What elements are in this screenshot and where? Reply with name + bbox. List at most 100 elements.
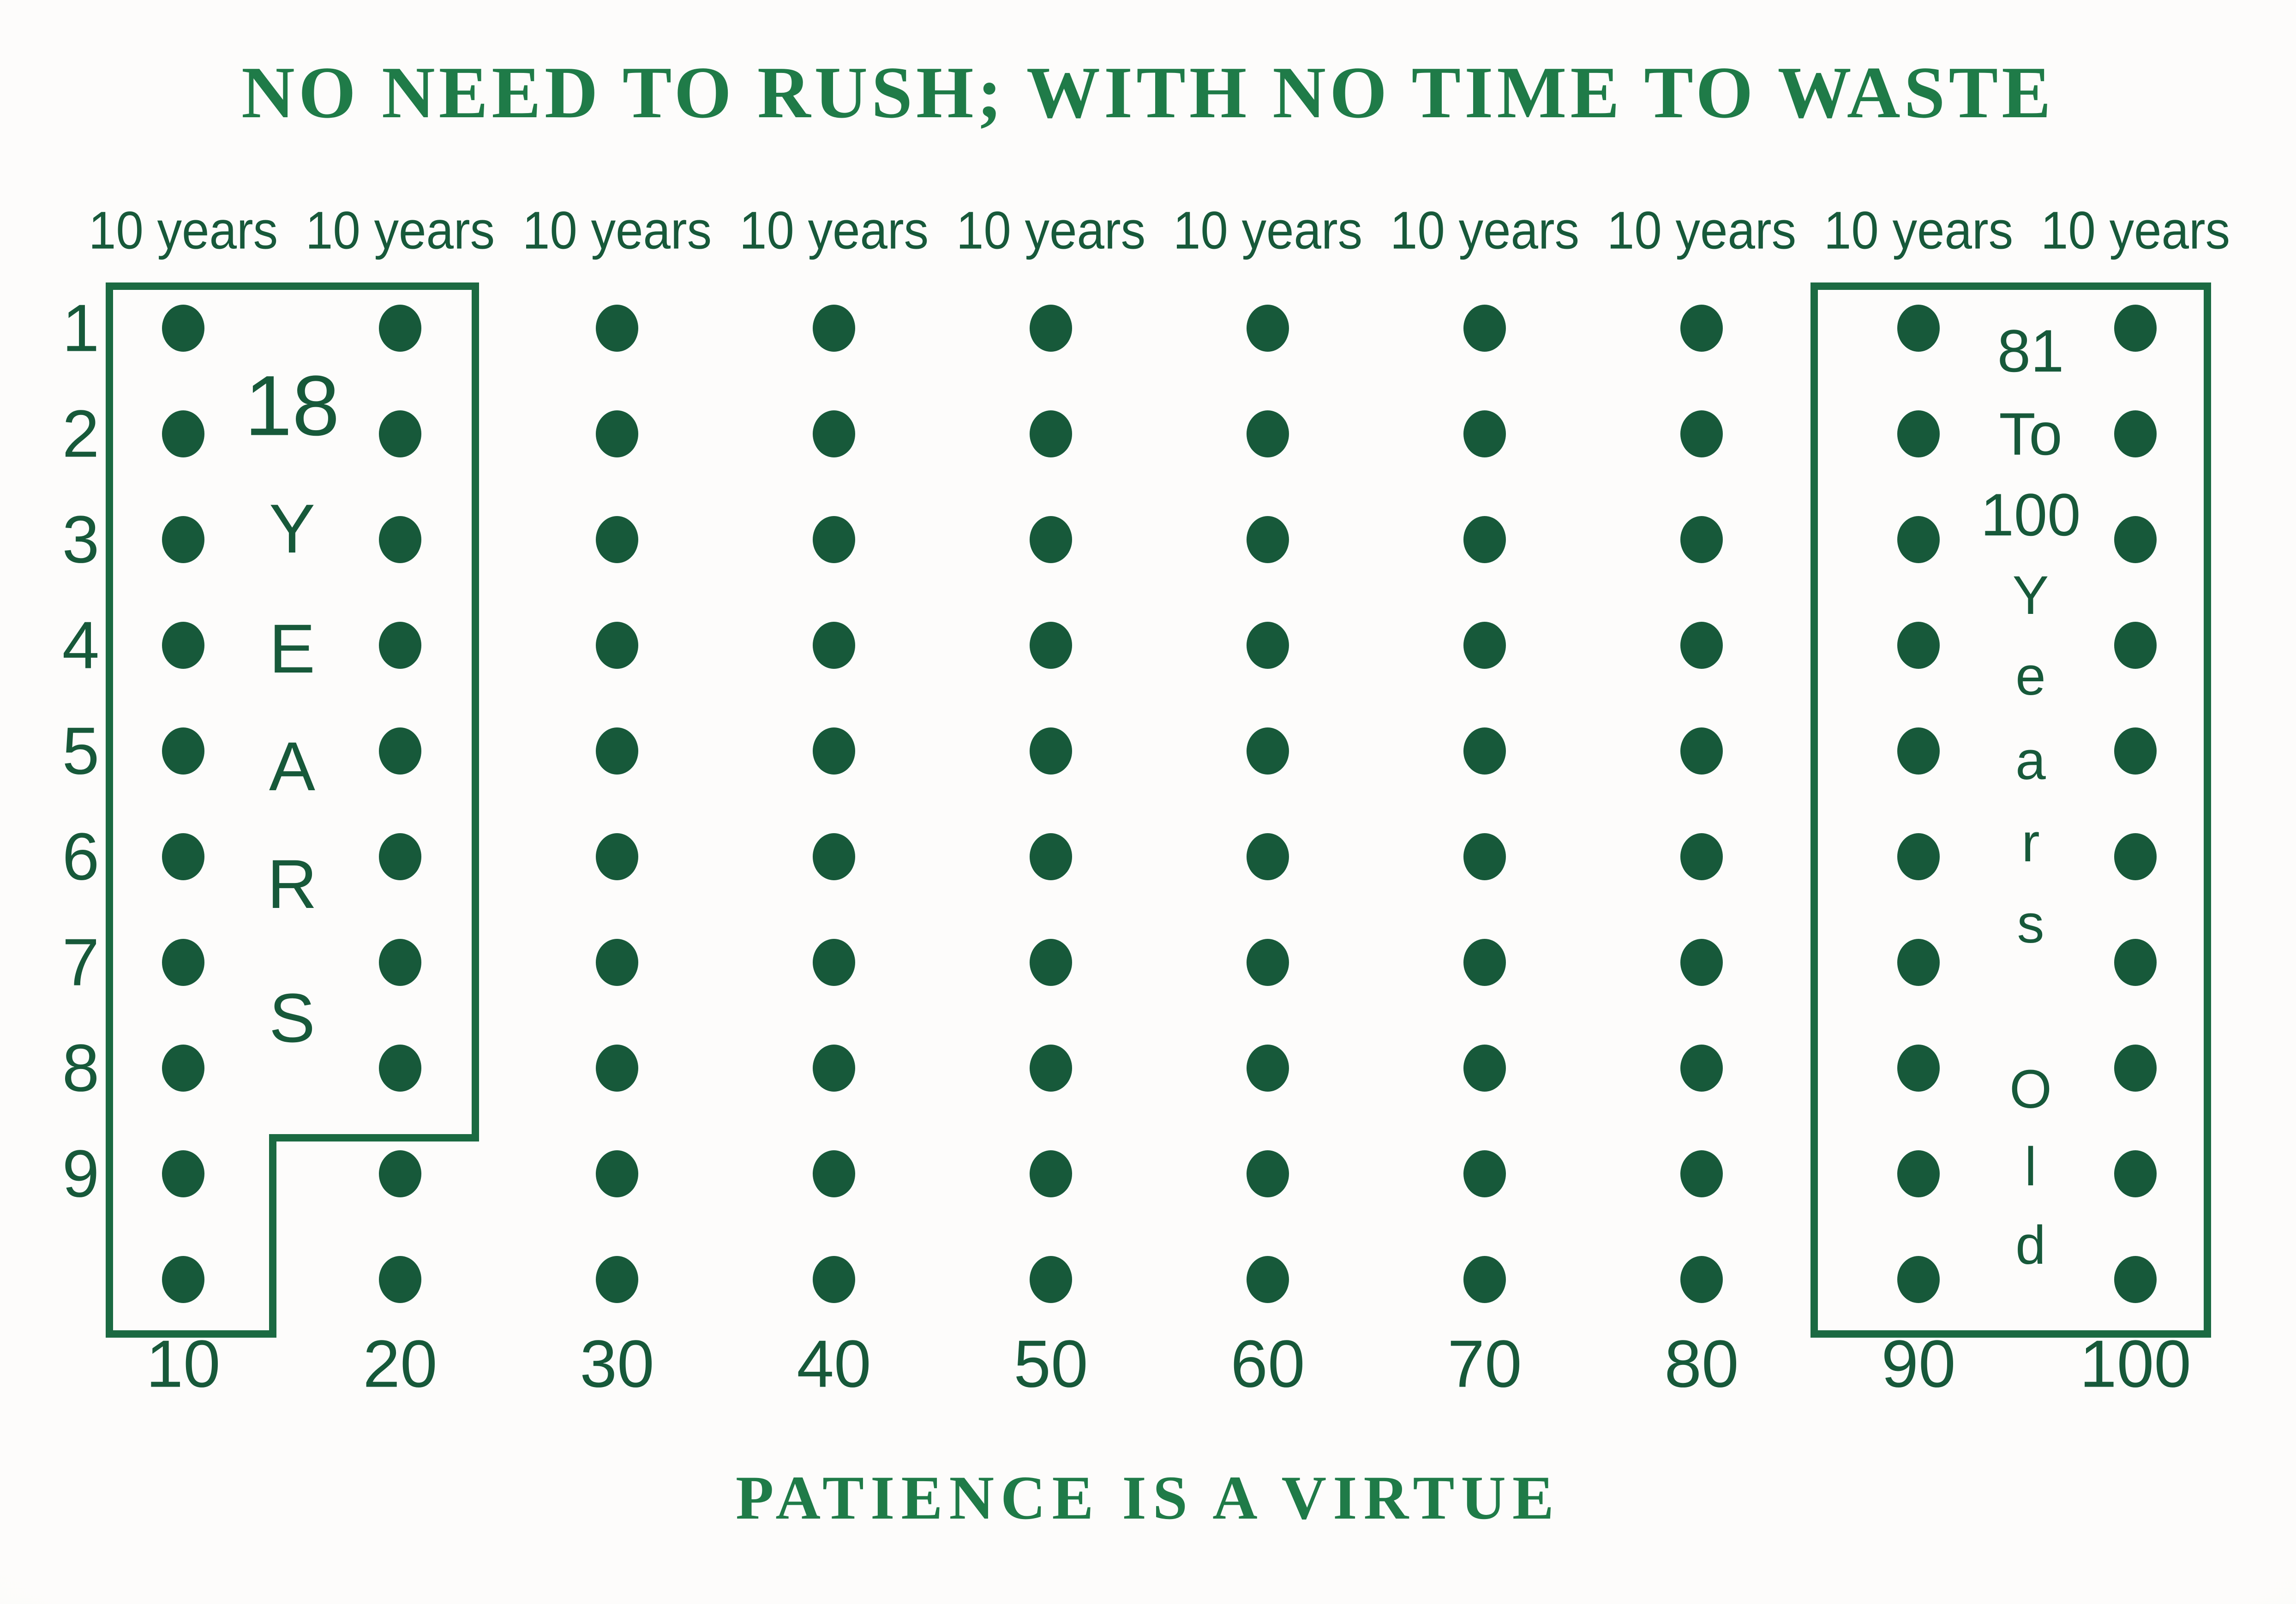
year-dot bbox=[2114, 1045, 2157, 1092]
right-box-letter: O bbox=[2009, 1059, 2052, 1120]
year-dot bbox=[1247, 1045, 1289, 1092]
year-dot bbox=[162, 305, 204, 352]
column-header: 10 years bbox=[1390, 201, 1580, 260]
year-dot bbox=[379, 516, 421, 563]
year-dot bbox=[596, 622, 638, 669]
year-dot bbox=[813, 305, 855, 352]
column-header: 10 years bbox=[522, 201, 712, 260]
year-dot bbox=[379, 833, 421, 880]
decade-label: 40 bbox=[797, 1326, 871, 1401]
year-dot bbox=[596, 1045, 638, 1092]
year-dot bbox=[1247, 1150, 1289, 1197]
year-dot bbox=[1463, 727, 1506, 775]
decade-label: 20 bbox=[363, 1326, 438, 1401]
year-dot bbox=[813, 1150, 855, 1197]
year-dot bbox=[162, 410, 204, 457]
year-dot bbox=[1247, 833, 1289, 880]
column-header: 10 years bbox=[2040, 201, 2230, 260]
right-box-letter: Y bbox=[2012, 565, 2049, 626]
year-dot bbox=[162, 833, 204, 880]
decade-label: 60 bbox=[1230, 1326, 1305, 1401]
column-header: 10 years bbox=[1173, 201, 1363, 260]
year-dot bbox=[1680, 305, 1723, 352]
decade-label: 10 bbox=[146, 1326, 221, 1401]
year-dot bbox=[813, 1256, 855, 1303]
right-box-letter: r bbox=[2021, 812, 2040, 873]
row-label: 2 bbox=[62, 396, 100, 471]
left-box-outline-18-years bbox=[106, 282, 479, 1338]
year-dot bbox=[1247, 1256, 1289, 1303]
year-dot bbox=[813, 1045, 855, 1092]
row-label: 4 bbox=[62, 607, 100, 683]
bottom-title: PATIENCE IS A VIRTUE bbox=[736, 1464, 1560, 1532]
column-header: 10 years bbox=[88, 201, 278, 260]
year-dot bbox=[2114, 727, 2157, 775]
year-dot bbox=[1030, 1150, 1072, 1197]
left-box-letter: 18 bbox=[245, 358, 340, 454]
year-dot bbox=[1463, 1045, 1506, 1092]
right-box-letter: a bbox=[2015, 730, 2046, 791]
year-dot bbox=[1680, 939, 1723, 986]
year-dot bbox=[813, 516, 855, 563]
year-dot bbox=[1463, 516, 1506, 563]
year-dot bbox=[1247, 727, 1289, 775]
year-dot bbox=[162, 1150, 204, 1197]
year-dot bbox=[1897, 939, 1940, 986]
year-dot bbox=[2114, 622, 2157, 669]
decade-label: 70 bbox=[1447, 1326, 1522, 1401]
year-dot bbox=[2114, 410, 2157, 457]
year-dot bbox=[1247, 622, 1289, 669]
year-dot bbox=[1680, 727, 1723, 775]
year-dot bbox=[596, 1256, 638, 1303]
year-dot bbox=[379, 622, 421, 669]
year-dot bbox=[379, 305, 421, 352]
year-dot bbox=[162, 727, 204, 775]
year-dot bbox=[1030, 305, 1072, 352]
year-dot bbox=[1247, 516, 1289, 563]
top-title: NO NEED TO RUSH; WITH NO TIME TO WASTE bbox=[241, 51, 2055, 133]
year-dot bbox=[1463, 410, 1506, 457]
year-dot bbox=[1247, 410, 1289, 457]
column-header: 10 years bbox=[1607, 201, 1797, 260]
year-dot bbox=[1680, 622, 1723, 669]
year-dot bbox=[1680, 410, 1723, 457]
year-dot bbox=[1463, 622, 1506, 669]
year-dot bbox=[596, 516, 638, 563]
right-box-letter: s bbox=[2017, 894, 2044, 955]
year-dot bbox=[1897, 622, 1940, 669]
decade-label: 80 bbox=[1664, 1326, 1739, 1401]
decade-label: 30 bbox=[580, 1326, 654, 1401]
right-box-letter: e bbox=[2015, 646, 2046, 707]
year-dot bbox=[1680, 1045, 1723, 1092]
year-dot bbox=[1030, 1256, 1072, 1303]
row-label: 3 bbox=[62, 502, 100, 577]
year-dot bbox=[1030, 516, 1072, 563]
year-dot bbox=[1247, 305, 1289, 352]
row-label: 1 bbox=[62, 290, 100, 366]
year-dot bbox=[1680, 1150, 1723, 1197]
row-label: 5 bbox=[62, 713, 100, 788]
year-dot bbox=[596, 939, 638, 986]
year-dot bbox=[596, 1150, 638, 1197]
year-dot bbox=[2114, 939, 2157, 986]
year-dot bbox=[379, 1256, 421, 1303]
year-dot bbox=[162, 516, 204, 563]
year-dot bbox=[379, 727, 421, 775]
right-box-letter: 81 bbox=[1997, 317, 2064, 384]
year-dot bbox=[2114, 833, 2157, 880]
row-label: 7 bbox=[62, 925, 100, 1000]
right-box-letter: d bbox=[2015, 1215, 2046, 1276]
year-dot bbox=[596, 305, 638, 352]
year-dot bbox=[1897, 1256, 1940, 1303]
year-dot bbox=[2114, 305, 2157, 352]
year-dot bbox=[813, 622, 855, 669]
year-dot bbox=[596, 727, 638, 775]
year-dot bbox=[1030, 833, 1072, 880]
year-dot bbox=[1680, 516, 1723, 563]
year-dot bbox=[1897, 516, 1940, 563]
year-dot bbox=[379, 410, 421, 457]
year-dot bbox=[379, 939, 421, 986]
year-dot bbox=[1463, 1256, 1506, 1303]
right-box-letter: 100 bbox=[1980, 481, 2081, 548]
